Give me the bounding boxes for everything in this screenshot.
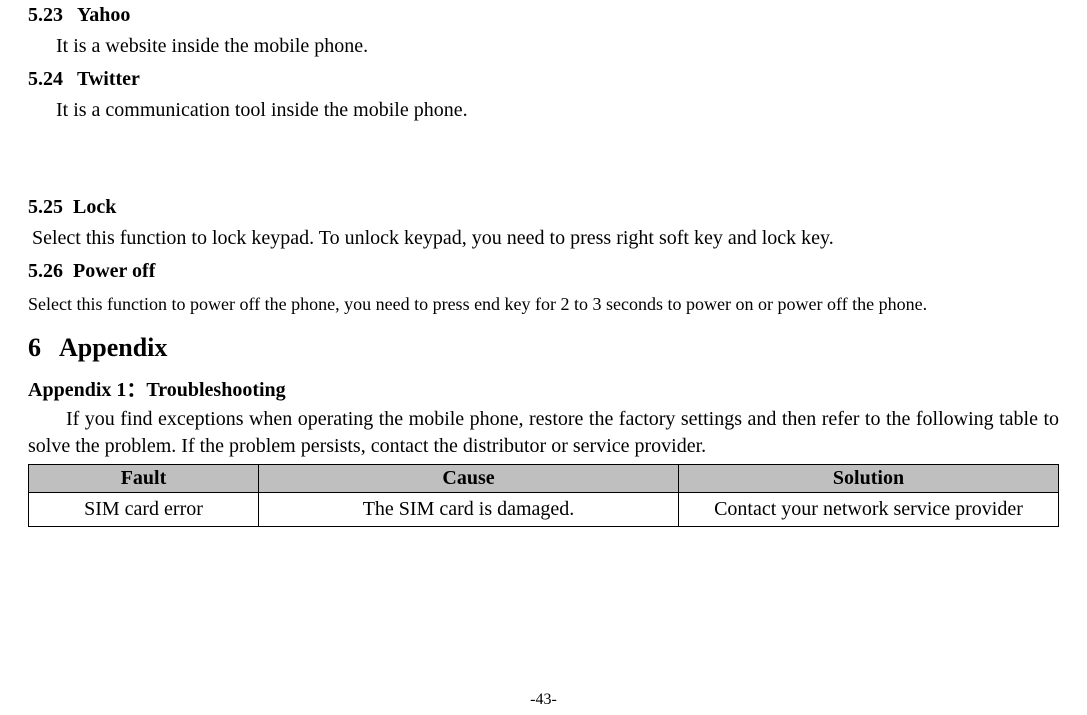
col-header-fault: Fault: [29, 464, 259, 492]
appendix-1-intro: If you find exceptions when operating th…: [28, 406, 1059, 460]
chapter-number: 6: [28, 333, 41, 362]
col-header-cause: Cause: [259, 464, 679, 492]
section-5-26-heading: 5.26 Power off: [28, 260, 1059, 283]
section-5-24-heading: 5.24 Twitter: [28, 68, 1059, 91]
chapter-title: Appendix: [59, 333, 167, 362]
section-5-23-heading: 5.23 Yahoo: [28, 4, 1059, 27]
troubleshooting-table: Fault Cause Solution SIM card error The …: [28, 464, 1059, 527]
section-number: 5.24: [28, 68, 63, 91]
section-number: 5.23: [28, 4, 63, 27]
page-number: -43-: [0, 691, 1087, 709]
section-title: Yahoo: [77, 4, 130, 26]
section-5-25-body: Select this function to lock keypad. To …: [28, 227, 1059, 250]
cell-fault: SIM card error: [29, 492, 259, 526]
appendix-1-heading: Appendix 1：Troubleshooting: [28, 373, 1059, 402]
section-title: Twitter: [77, 68, 140, 90]
document-page: 5.23 Yahoo It is a website inside the mob…: [0, 4, 1087, 527]
table-row: SIM card error The SIM card is damaged. …: [29, 492, 1059, 526]
chapter-6-heading: 6 Appendix: [28, 333, 1059, 363]
col-header-solution: Solution: [679, 464, 1059, 492]
section-5-23-body: It is a website inside the mobile phone.: [28, 35, 1059, 58]
section-title: Power off: [73, 260, 155, 282]
section-number: 5.25: [28, 196, 63, 219]
section-5-25-heading: 5.25 Lock: [28, 196, 1059, 219]
section-number: 5.26: [28, 260, 63, 283]
cell-solution: Contact your network service provider: [679, 492, 1059, 526]
section-5-24-body: It is a communication tool inside the mo…: [28, 99, 1059, 122]
table-header-row: Fault Cause Solution: [29, 464, 1059, 492]
section-title: Lock: [73, 196, 116, 218]
cell-cause: The SIM card is damaged.: [259, 492, 679, 526]
section-5-26-body: Select this function to power off the ph…: [28, 291, 1059, 319]
